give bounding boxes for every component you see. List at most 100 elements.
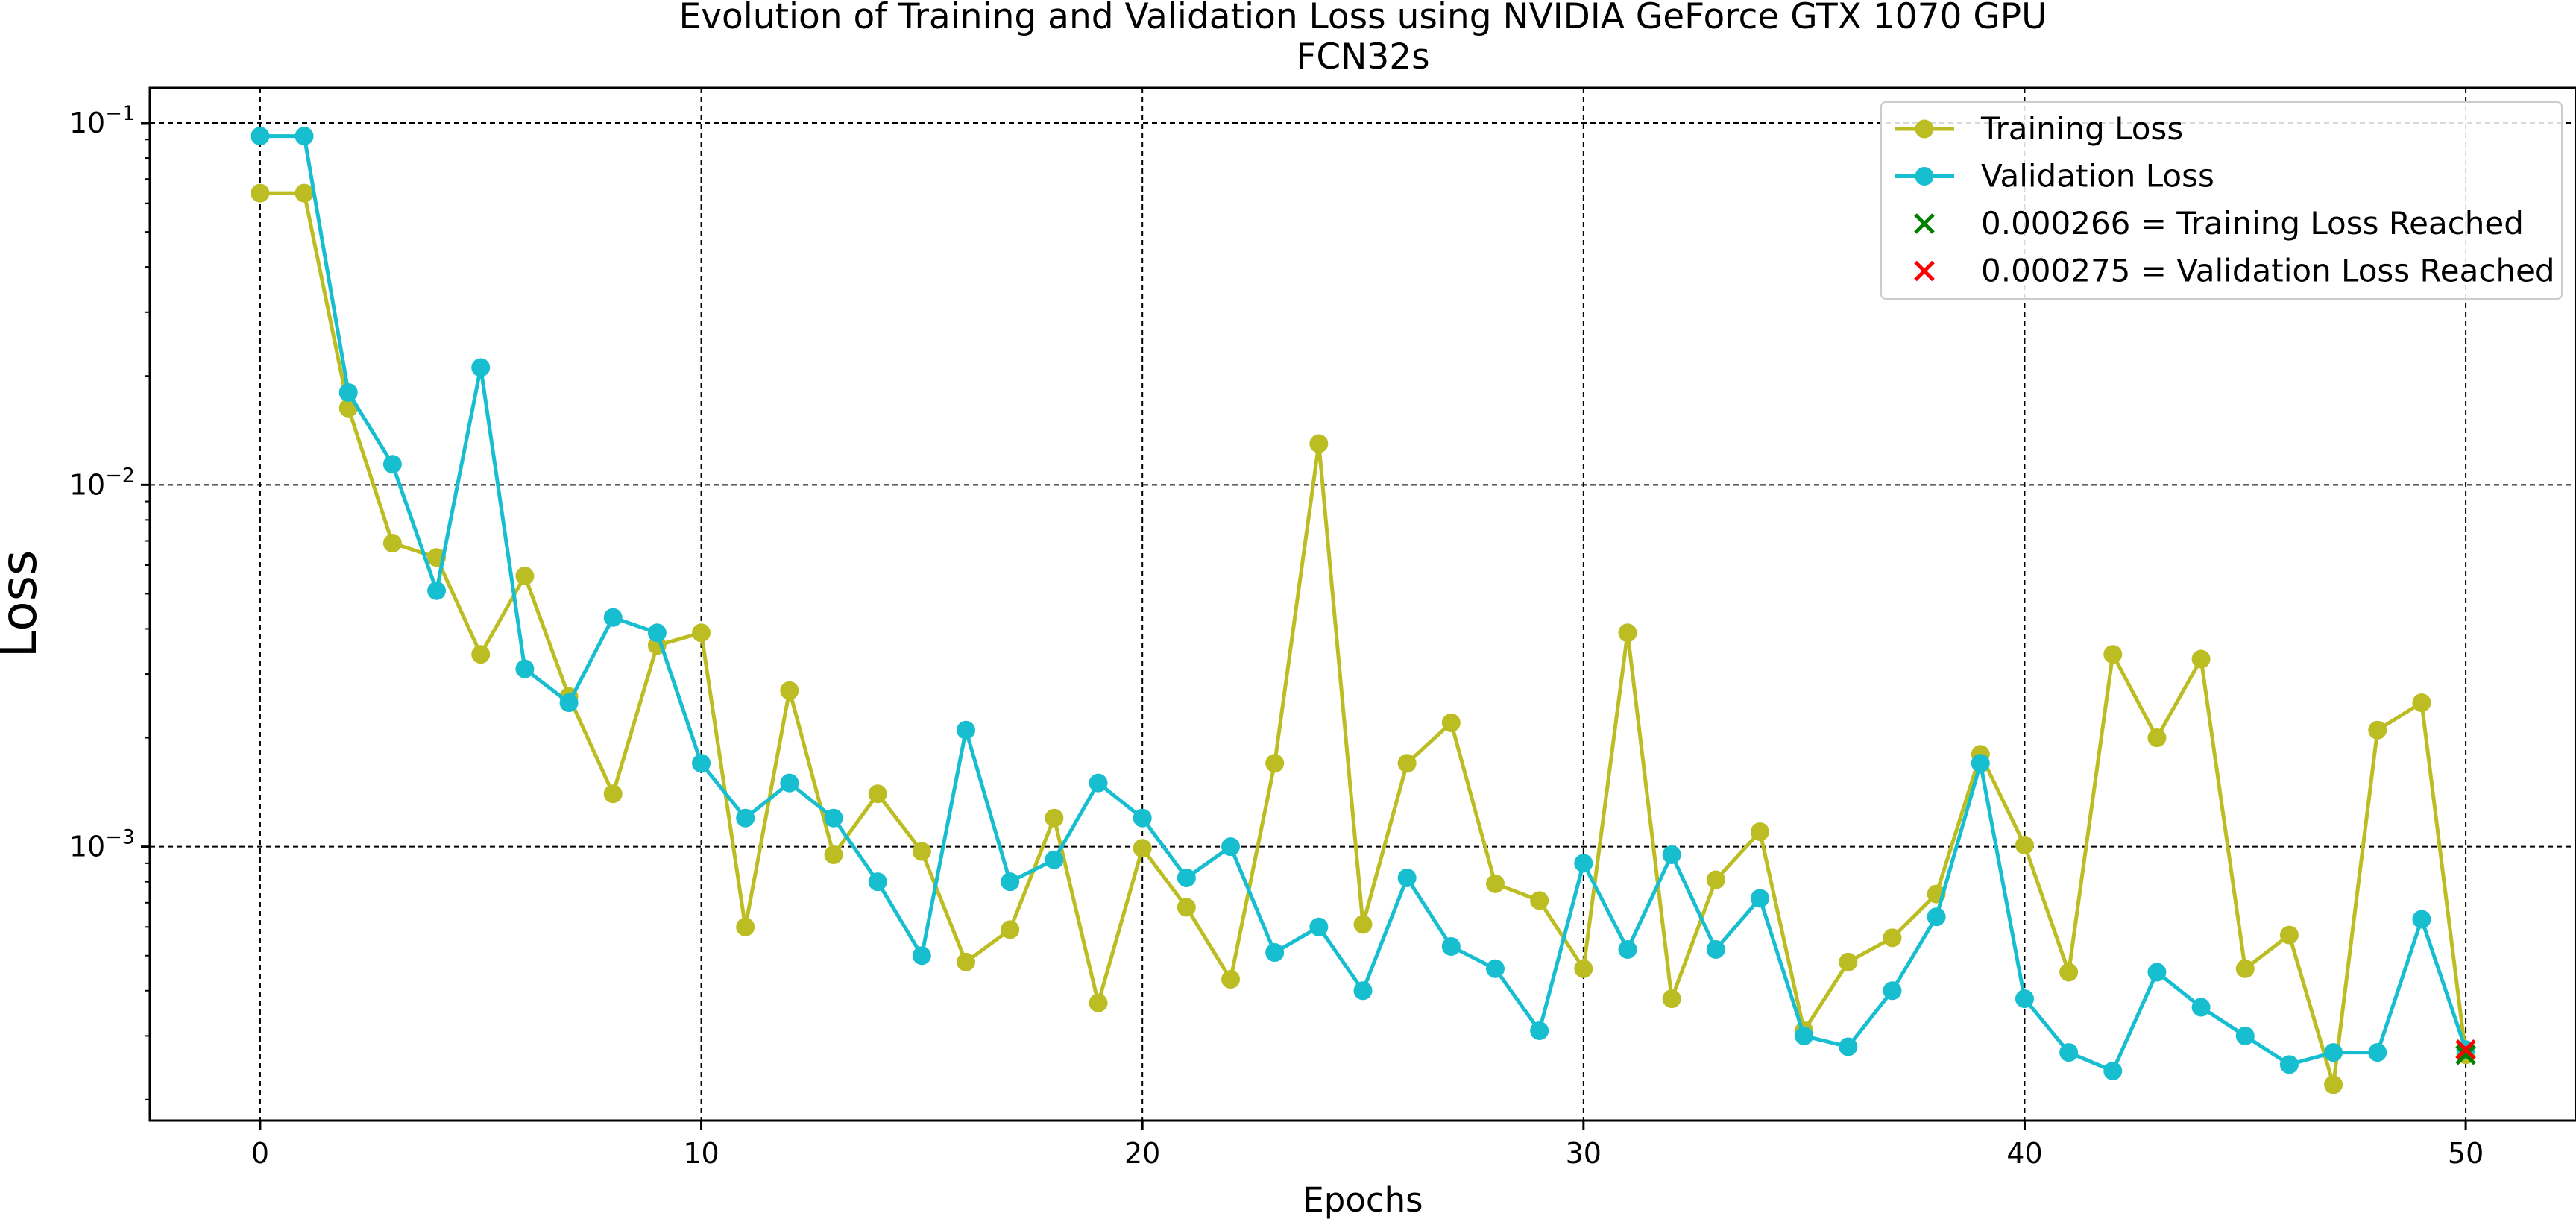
- data-point: [1883, 928, 1902, 948]
- x-tick-label: 20: [1124, 1137, 1160, 1170]
- data-point: [471, 645, 491, 664]
- data-point: [382, 534, 402, 553]
- final-loss-x-marker: [2455, 1044, 2476, 1065]
- data-point: [1662, 989, 1681, 1009]
- y-tick-label: 10−2: [69, 464, 135, 501]
- legend-x-swatch: [1914, 213, 1935, 234]
- data-point: [2368, 1043, 2387, 1062]
- x-tick-label: 50: [2448, 1137, 2484, 1170]
- data-point: [1618, 623, 1637, 643]
- data-point: [2147, 963, 2167, 982]
- data-point: [2103, 1061, 2123, 1080]
- legend-entry: 0.000266 = Training Loss Reached: [1914, 205, 2524, 242]
- data-point: [1265, 754, 1285, 773]
- data-point: [2279, 1055, 2299, 1074]
- data-point: [471, 358, 491, 377]
- data-point: [1001, 872, 1020, 892]
- data-point: [2412, 910, 2431, 929]
- data-point: [2191, 649, 2211, 669]
- data-point: [2147, 728, 2167, 748]
- legend-entry: 0.000275 = Validation Loss Reached: [1914, 253, 2555, 289]
- chart-subtitle: FCN32s: [1296, 37, 1429, 78]
- legend-marker-swatch: [1915, 119, 1934, 139]
- data-point: [1839, 1037, 1858, 1056]
- data-point: [692, 623, 711, 643]
- data-point: [1662, 845, 1681, 864]
- y-tick-label: 10−3: [69, 826, 135, 863]
- data-point: [780, 773, 799, 793]
- data-point: [2059, 1043, 2079, 1062]
- data-point: [1221, 837, 1241, 857]
- chart-title: Evolution of Training and Validation Los…: [678, 0, 2047, 37]
- y-axis-ticks: 10−1 10−2 10−3: [69, 102, 150, 1100]
- data-point: [2235, 1026, 2255, 1045]
- legend-label: 0.000275 = Validation Loss Reached: [1981, 253, 2555, 289]
- data-point: [295, 183, 314, 203]
- data-point: [1574, 959, 1593, 978]
- data-point: [2324, 1043, 2343, 1062]
- data-point: [295, 127, 314, 146]
- data-point: [1177, 868, 1196, 887]
- data-point: [1133, 839, 1152, 858]
- data-point: [1045, 808, 1064, 828]
- data-point: [647, 623, 667, 643]
- data-point: [912, 946, 931, 966]
- legend-box: [1880, 101, 2563, 300]
- legend-entries: Training Loss Validation Loss 0.000266 = T…: [1895, 110, 2555, 289]
- data-point: [1221, 970, 1241, 989]
- series-validation-loss: [251, 127, 2475, 1080]
- legend-entry: Validation Loss: [1895, 158, 2214, 195]
- data-point: [338, 382, 358, 402]
- data-point: [1530, 1021, 1549, 1040]
- data-point: [868, 872, 887, 892]
- data-point: [1883, 981, 1902, 1001]
- x-axis-label: Epochs: [1303, 1180, 1423, 1219]
- data-point: [912, 842, 931, 861]
- data-point: [1397, 754, 1417, 773]
- data-point: [1441, 936, 1461, 956]
- data-point: [2015, 836, 2034, 855]
- data-point: [2191, 998, 2211, 1017]
- data-point: [2279, 925, 2299, 945]
- data-point: [2059, 963, 2079, 982]
- grid-lines: [150, 88, 2576, 1121]
- data-point: [1706, 939, 1725, 959]
- data-point: [2368, 720, 2387, 740]
- data-point: [1045, 850, 1064, 869]
- data-point: [1839, 952, 1858, 971]
- data-point: [1795, 1026, 1814, 1045]
- x-tick-label: 10: [683, 1137, 719, 1170]
- x-tick-label: 0: [251, 1137, 269, 1170]
- data-point: [824, 845, 843, 864]
- data-point: [1397, 868, 1417, 887]
- data-point: [1309, 917, 1329, 936]
- data-point: [1706, 870, 1725, 889]
- data-point: [603, 784, 623, 804]
- data-point: [2103, 645, 2123, 664]
- data-point: [1089, 773, 1108, 793]
- data-point: [603, 608, 623, 627]
- data-point: [515, 567, 535, 586]
- final-loss-markers: [2455, 1039, 2476, 1065]
- data-point: [1353, 981, 1373, 1001]
- data-point: [1485, 874, 1505, 893]
- data-point: [559, 693, 579, 713]
- data-point: [1133, 808, 1152, 828]
- x-tick-label: 30: [1566, 1137, 1602, 1170]
- data-point: [824, 808, 843, 828]
- data-point: [692, 754, 711, 773]
- data-point: [1353, 915, 1373, 934]
- data-point: [1574, 854, 1593, 873]
- x-marker-stroke: [2455, 1044, 2476, 1065]
- data-point: [1971, 754, 1990, 773]
- legend-label: Training Loss: [1980, 110, 2183, 147]
- data-point: [1441, 713, 1461, 732]
- x-marker-stroke: [2455, 1039, 2476, 1060]
- legend-label: 0.000266 = Training Loss Reached: [1981, 205, 2524, 242]
- x-tick-label: 40: [2006, 1137, 2042, 1170]
- data-point: [1001, 920, 1020, 939]
- data-point: [2015, 989, 2034, 1009]
- data-point: [1618, 939, 1637, 959]
- y-tick-label: 10−1: [69, 102, 135, 139]
